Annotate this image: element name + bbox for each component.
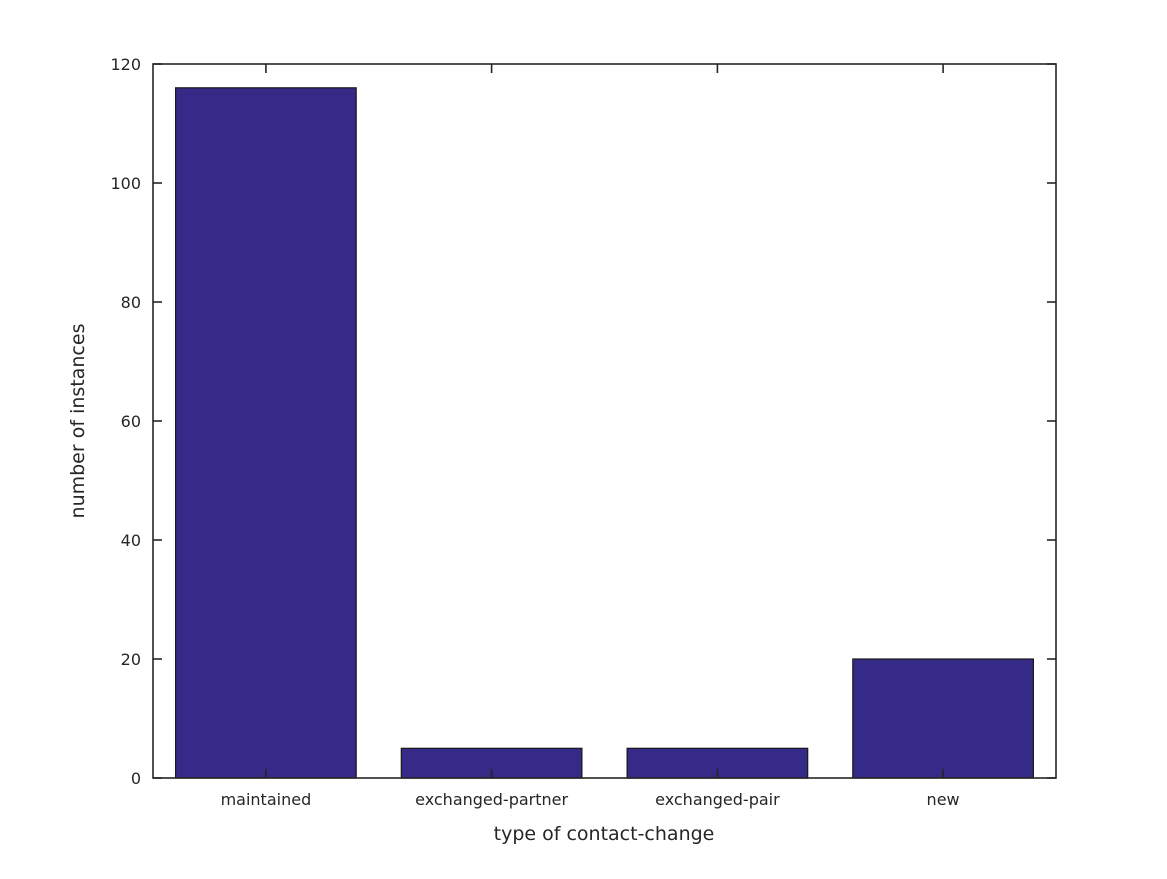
x-axis-label: type of contact-change xyxy=(494,823,715,845)
y-tick-label: 20 xyxy=(121,650,141,669)
bars-layer xyxy=(175,87,1034,779)
x-tick-label-maintained: maintained xyxy=(221,790,312,809)
y-tick-label: 120 xyxy=(110,55,141,74)
ticks-layer xyxy=(153,63,1056,779)
x-tick-label-exchanged-pair: exchanged-pair xyxy=(655,790,780,809)
y-tick-labels: 0 20 40 60 80 100 120 xyxy=(110,55,141,788)
y-tick-label: 60 xyxy=(121,412,141,431)
x-tick-label-exchanged-partner: exchanged-partner xyxy=(415,790,568,809)
y-tick-label: 0 xyxy=(131,769,141,788)
bar-maintained xyxy=(175,87,357,779)
y-tick-label: 100 xyxy=(110,174,141,193)
y-axis-label: number of instances xyxy=(67,324,89,519)
x-tick-labels: maintained exchanged-partner exchanged-pai… xyxy=(221,790,960,809)
bar-new xyxy=(852,658,1034,779)
y-tick-label: 80 xyxy=(121,293,141,312)
y-tick-label: 40 xyxy=(121,531,141,550)
x-tick-label-new: new xyxy=(927,790,960,809)
